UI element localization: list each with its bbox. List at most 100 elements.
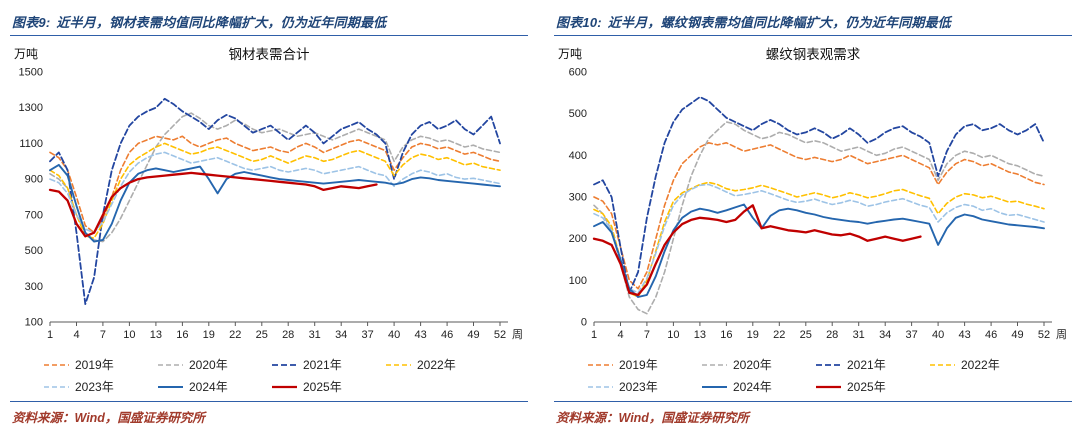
line-chart-steel-total: 100 300 500 700 900 1100 1300 1500 1 4 7 10 13 16 19 22…	[19, 67, 523, 342]
figure-header-title: 近半月，螺纹钢表需均值同比降幅扩大，仍为近年同期最低	[607, 15, 951, 30]
legend-item-5: 2024年	[157, 378, 267, 395]
svg-text:19: 19	[203, 329, 215, 341]
legend-item-6: 2025年	[271, 378, 381, 395]
series-line-3	[49, 142, 501, 239]
legend-line-sample	[702, 363, 727, 366]
legend-item-label: 2019年	[75, 358, 114, 372]
svg-text:28: 28	[282, 329, 294, 341]
x-axis: 1 4 7 10 13 16 19 22 25 28 31 34 37 40 43 46 49 52 周	[591, 321, 1067, 341]
svg-text:10: 10	[667, 329, 679, 341]
line-chart-rebar-demand: 0 100 200 300 400 500 600 1 4 7 10 13 16 19 22 25 28 31 34…	[569, 67, 1067, 342]
svg-text:46: 46	[441, 329, 453, 341]
svg-text:13: 13	[694, 329, 706, 341]
svg-text:40: 40	[932, 329, 944, 341]
legend-item-1: 2020年	[701, 356, 811, 373]
svg-text:200: 200	[569, 233, 587, 245]
legend-item-6: 2025年	[815, 378, 925, 395]
legend-line-sample	[44, 385, 69, 388]
chart-panel-rebar-demand: 图表10: 近半月，螺纹钢表需均值同比降幅扩大，仍为近年同期最低 万吨 螺纹钢表观…	[554, 10, 1072, 426]
series-line-1	[593, 121, 1045, 315]
legend-item-0: 2019年	[43, 356, 153, 373]
legend-item-3: 2022年	[929, 356, 1039, 373]
legend-item-label: 2023年	[619, 380, 658, 394]
legend-line-sample	[158, 363, 183, 366]
svg-text:34: 34	[335, 329, 347, 341]
svg-text:7: 7	[644, 329, 650, 341]
legend-item-5: 2024年	[701, 378, 811, 395]
svg-text:16: 16	[176, 329, 188, 341]
legend-line-sample	[816, 385, 841, 388]
svg-text:37: 37	[905, 329, 917, 341]
legend-line-sample	[44, 363, 69, 366]
series-line-0	[593, 142, 1045, 290]
legend-item-4: 2023年	[43, 378, 153, 395]
chart-head: 万吨 钢材表需合计	[10, 42, 528, 64]
legend-line-sample	[386, 363, 411, 366]
x-axis: 1 4 7 10 13 16 19 22 25 28 31 34 37 40 43 46 49 52 周	[47, 321, 523, 341]
series-line-3	[593, 181, 1045, 298]
figure-header: 图表10: 近半月，螺纹钢表需均值同比降幅扩大，仍为近年同期最低	[554, 10, 1072, 36]
svg-text:1100: 1100	[19, 138, 43, 150]
chart-legend: 2019年 2020年 2021年 2022年 2023年 2024年 2025年	[10, 356, 528, 395]
y-axis-unit-label: 万吨	[14, 47, 39, 61]
svg-text:10: 10	[123, 329, 135, 341]
legend-item-label: 2021年	[303, 358, 342, 372]
legend-item-label: 2020年	[189, 358, 228, 372]
svg-text:52: 52	[494, 329, 506, 341]
y-axis-tick-labels: 0 100 200 300 400 500 600	[569, 67, 587, 329]
legend-item-label: 2022年	[961, 358, 1000, 372]
svg-text:22: 22	[773, 329, 785, 341]
svg-text:900: 900	[25, 174, 43, 186]
chart-panel-steel-total: 图表9: 近半月，钢材表需均值同比降幅扩大，仍为近年同期最低 万吨 钢材表需合计 …	[10, 10, 528, 426]
legend-line-sample	[702, 385, 727, 388]
figure-number-label: 图表10:	[556, 15, 602, 30]
legend-item-label: 2023年	[75, 380, 114, 394]
series-line-2	[593, 96, 1045, 294]
svg-text:500: 500	[569, 108, 587, 120]
svg-text:43: 43	[414, 329, 426, 341]
figure-number-label: 图表9:	[12, 15, 51, 30]
source-note: 资料来源：Wind，国盛证券研究所	[554, 401, 1072, 426]
svg-text:19: 19	[747, 329, 759, 341]
svg-text:100: 100	[569, 275, 587, 287]
chart-legend: 2019年 2020年 2021年 2022年 2023年 2024年 2025年	[554, 356, 1072, 395]
series-line-5	[593, 203, 1045, 298]
legend-line-sample	[158, 385, 183, 388]
y-axis-unit-label: 万吨	[558, 47, 583, 61]
svg-text:40: 40	[388, 329, 400, 341]
svg-text:300: 300	[569, 192, 587, 204]
legend-item-1: 2020年	[157, 356, 267, 373]
svg-text:25: 25	[800, 329, 812, 341]
svg-text:400: 400	[569, 150, 587, 162]
svg-text:31: 31	[853, 329, 865, 341]
source-note: 资料来源：Wind，国盛证券研究所	[10, 401, 528, 426]
svg-text:16: 16	[720, 329, 732, 341]
x-axis-unit-label: 周	[1056, 328, 1067, 341]
series-line-6	[592, 204, 922, 297]
svg-text:600: 600	[569, 67, 587, 79]
figure-header-title: 近半月，钢材表需均值同比降幅扩大，仍为近年同期最低	[56, 15, 387, 30]
svg-text:22: 22	[229, 329, 241, 341]
series-line-4	[49, 151, 501, 234]
series-line-6	[48, 171, 378, 238]
legend-line-sample	[930, 363, 955, 366]
legend-line-sample	[816, 363, 841, 366]
svg-text:4: 4	[73, 329, 79, 341]
series-line-4	[593, 183, 1045, 294]
svg-text:500: 500	[25, 245, 43, 257]
svg-text:1: 1	[47, 329, 53, 341]
svg-text:300: 300	[25, 281, 43, 293]
svg-text:1500: 1500	[19, 67, 43, 79]
chart-title: 钢材表需合计	[228, 47, 310, 62]
svg-text:7: 7	[100, 329, 106, 341]
legend-item-label: 2019年	[619, 358, 658, 372]
legend-line-sample	[588, 363, 613, 366]
legend-item-label: 2024年	[733, 380, 772, 394]
legend-line-sample	[272, 363, 297, 366]
legend-line-sample	[272, 385, 297, 388]
svg-text:34: 34	[879, 329, 891, 341]
series-line-5	[49, 163, 501, 243]
series-line-0	[49, 135, 501, 234]
svg-text:700: 700	[25, 209, 43, 221]
legend-item-0: 2019年	[587, 356, 697, 373]
